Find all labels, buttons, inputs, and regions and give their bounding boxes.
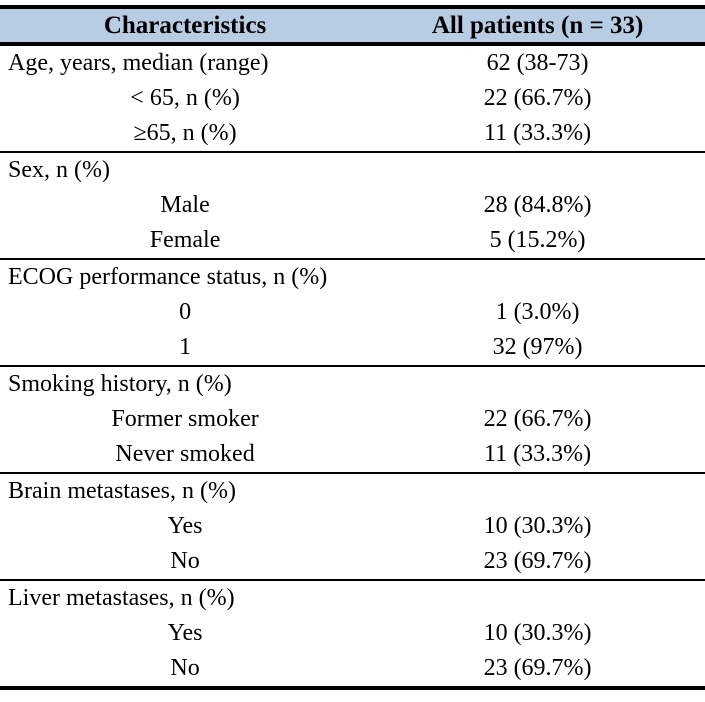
table-row: Yes 10 (30.3%) [0, 616, 705, 651]
row-label: No [170, 655, 200, 681]
row-value: 10 (30.3%) [483, 513, 592, 539]
row-value [370, 581, 705, 616]
row-label: ECOG performance status, n (%) [8, 264, 328, 290]
row-value: 22 (66.7%) [483, 406, 592, 432]
table-section: Smoking history, n (%) Former smoker 22 (6… [0, 365, 705, 472]
row-value [370, 260, 705, 295]
row-value: 11 (33.3%) [484, 120, 592, 146]
table-row: Female 5 (15.2%) [0, 223, 705, 258]
row-label: < 65, n (%) [130, 85, 240, 111]
table-row: 1 32 (97%) [0, 330, 705, 365]
row-label: Never smoked [115, 441, 255, 467]
row-value: 10 (30.3%) [483, 620, 592, 646]
row-label: Female [149, 227, 221, 253]
row-value: 5 (15.2%) [489, 227, 586, 253]
row-label: Yes [167, 620, 203, 646]
row-label: Yes [167, 513, 203, 539]
row-label: Male [160, 192, 210, 218]
table-row: Yes 10 (30.3%) [0, 509, 705, 544]
row-value [370, 153, 705, 188]
patient-characteristics-table: Characteristics All patients (n = 33) Ag… [0, 5, 705, 690]
row-label: Former smoker [111, 406, 259, 432]
table-row: No 23 (69.7%) [0, 544, 705, 579]
table-section: Brain metastases, n (%) Yes 10 (30.3%) No 23… [0, 472, 705, 579]
table-row: Smoking history, n (%) [0, 367, 705, 402]
row-label: ≥65, n (%) [133, 120, 237, 146]
table-row: Brain metastases, n (%) [0, 474, 705, 509]
row-label: Sex, n (%) [8, 157, 110, 183]
table-row: ≥65, n (%) 11 (33.3%) [0, 116, 705, 151]
header-all-patients: All patients (n = 33) [431, 12, 644, 39]
row-value [370, 367, 705, 402]
table-row: < 65, n (%) 22 (66.7%) [0, 81, 705, 116]
row-value: 23 (69.7%) [483, 548, 592, 574]
table-row: Age, years, median (range) 62 (38-73) [0, 46, 705, 81]
table-section: Sex, n (%) Male 28 (84.8%) Female 5 (15.2%) [0, 151, 705, 258]
page: { "table": { "title": "Patient baseline … [0, 5, 705, 702]
table-row: No 23 (69.7%) [0, 651, 705, 686]
table-body: Age, years, median (range) 62 (38-73) < 65… [0, 46, 705, 686]
header-characteristics: Characteristics [103, 12, 267, 39]
row-label: Brain metastases, n (%) [8, 478, 236, 504]
row-label: 0 [179, 299, 192, 325]
table-row: ECOG performance status, n (%) [0, 260, 705, 295]
row-label: Liver metastases, n (%) [8, 585, 235, 611]
row-value [370, 474, 705, 509]
row-label: Smoking history, n (%) [8, 371, 232, 397]
row-value: 22 (66.7%) [483, 85, 592, 111]
row-value: 28 (84.8%) [483, 192, 592, 218]
table-row: 0 1 (3.0%) [0, 295, 705, 330]
table-section: ECOG performance status, n (%) 0 1 (3.0%) 1… [0, 258, 705, 365]
row-value: 1 (3.0%) [495, 299, 580, 325]
table-section: Liver metastases, n (%) Yes 10 (30.3%) No 23… [0, 579, 705, 686]
table-header-row: Characteristics All patients (n = 33) [0, 9, 705, 46]
row-value: 62 (38-73) [486, 50, 589, 76]
row-value: 11 (33.3%) [484, 441, 592, 467]
table-row: Male 28 (84.8%) [0, 188, 705, 223]
row-label: 1 [179, 334, 192, 360]
table-section: Age, years, median (range) 62 (38-73) < 65… [0, 46, 705, 151]
row-label: No [170, 548, 200, 574]
row-value: 32 (97%) [492, 334, 583, 360]
table-row: Liver metastases, n (%) [0, 581, 705, 616]
table-row: Never smoked 11 (33.3%) [0, 437, 705, 472]
row-label: Age, years, median (range) [8, 50, 269, 76]
row-value: 23 (69.7%) [483, 655, 592, 681]
table-row: Former smoker 22 (66.7%) [0, 402, 705, 437]
table-row: Sex, n (%) [0, 153, 705, 188]
